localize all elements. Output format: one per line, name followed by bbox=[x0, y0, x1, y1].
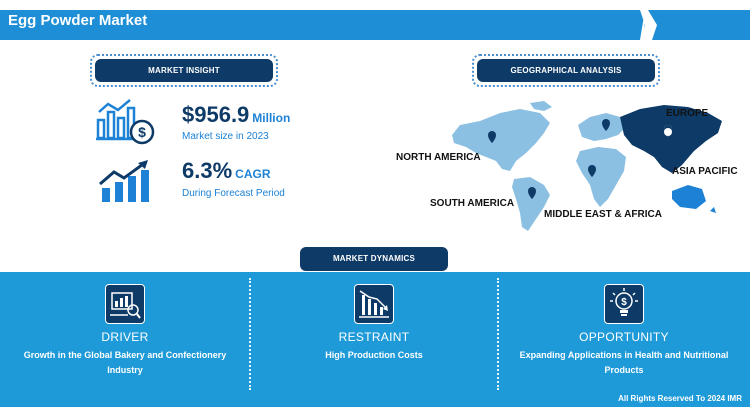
region-asia-pacific bbox=[620, 105, 722, 173]
driver-text: Growth in the Global Bakery and Confecti… bbox=[23, 350, 227, 375]
market-insight-label-frame: MARKET INSIGHT bbox=[90, 54, 278, 87]
opportunity-title: OPPORTUNITY bbox=[579, 330, 669, 344]
restraint-card: RESTRAINT High Production Costs bbox=[250, 272, 498, 392]
svg-text:$: $ bbox=[621, 297, 627, 308]
cagr-unit: CAGR bbox=[235, 167, 271, 181]
driver-title: DRIVER bbox=[101, 330, 149, 344]
world-map bbox=[452, 101, 722, 231]
map-label-mea: MIDDLE EAST & AFRICA bbox=[544, 209, 662, 220]
cagr-stat: 6.3% CAGR bbox=[182, 158, 271, 184]
geo-analysis-label-frame: GEOGRAPHICAL ANALYSIS bbox=[472, 54, 660, 87]
cagr-value: 6.3% bbox=[182, 158, 233, 183]
driver-card: DRIVER Growth in the Global Bakery and C… bbox=[0, 272, 250, 392]
region-europe bbox=[578, 113, 626, 141]
market-dynamics-label: MARKET DYNAMICS bbox=[300, 247, 448, 271]
header-bar bbox=[0, 9, 750, 40]
copyright-footer: All Rights Reserved To 2024 IMR bbox=[618, 394, 742, 403]
dollar-bulb-icon: $ bbox=[604, 284, 644, 324]
geo-analysis-label: GEOGRAPHICAL ANALYSIS bbox=[477, 59, 655, 82]
market-size-unit: Million bbox=[252, 111, 291, 125]
restraint-text: High Production Costs bbox=[325, 350, 423, 360]
growth-chart-icon bbox=[99, 160, 149, 202]
region-middle-east-africa bbox=[576, 147, 626, 207]
opportunity-card: $ OPPORTUNITY Expanding Applications in … bbox=[498, 272, 750, 392]
map-label-europe: EUROPE bbox=[666, 108, 709, 119]
map-label-north-america: NORTH AMERICA bbox=[396, 152, 481, 163]
market-size-value: $956.9 bbox=[182, 102, 250, 127]
column-divider bbox=[497, 278, 499, 390]
bakery-chart-icon bbox=[105, 284, 145, 324]
market-insight-label: MARKET INSIGHT bbox=[95, 59, 273, 82]
market-size-stat: $956.9 Million bbox=[182, 102, 290, 128]
declining-chart-icon bbox=[354, 284, 394, 324]
map-label-asia-pacific: ASIA PACIFIC bbox=[672, 166, 738, 177]
page-title: Egg Powder Market bbox=[8, 12, 148, 29]
money-chart-icon: $ bbox=[96, 99, 155, 145]
column-divider bbox=[249, 278, 251, 390]
map-label-south-america: SOUTH AMERICA bbox=[430, 198, 515, 209]
svg-text:$: $ bbox=[138, 124, 146, 140]
restraint-title: RESTRAINT bbox=[338, 330, 410, 344]
cagr-caption: During Forecast Period bbox=[182, 188, 285, 199]
market-size-caption: Market size in 2023 bbox=[182, 131, 269, 142]
region-south-america bbox=[512, 177, 550, 231]
opportunity-text: Expanding Applications in Health and Nut… bbox=[519, 350, 729, 375]
region-north-america bbox=[452, 109, 550, 171]
